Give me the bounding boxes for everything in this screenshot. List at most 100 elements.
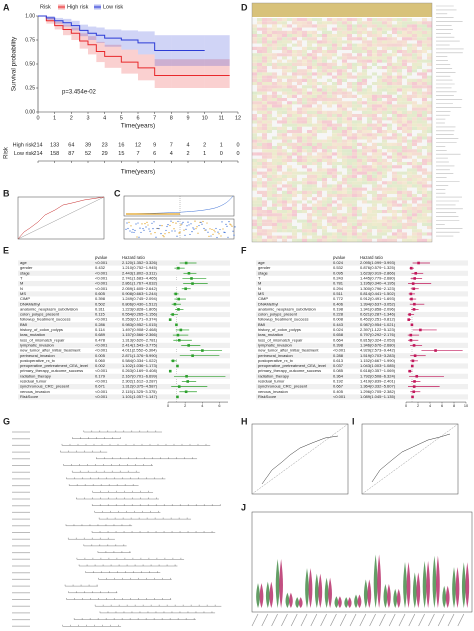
heatmap-cell	[282, 114, 287, 118]
heatmap-cell	[347, 59, 352, 63]
hazard-ratio-label: 1.101(1.057~1.147)	[122, 394, 158, 399]
risk-x-title: Time(years)	[121, 169, 155, 176]
heatmap-cell	[347, 203, 352, 207]
heatmap-cell	[307, 91, 312, 95]
heatmap-cell	[292, 174, 297, 178]
heatmap-cell	[257, 238, 262, 242]
heatmap-cell	[362, 174, 367, 178]
heatmap-cell	[402, 110, 407, 114]
heatmap-cell	[392, 203, 397, 207]
heatmap-cell	[257, 117, 262, 121]
heatmap-cell	[262, 62, 267, 66]
heatmap-cell	[287, 98, 292, 102]
heatmap-cell	[302, 75, 307, 79]
heatmap-cell	[427, 130, 432, 134]
heatmap-cell	[332, 98, 337, 102]
heatmap-cell	[402, 130, 407, 134]
heatmap-cell	[427, 232, 432, 236]
x-tick-label: 0	[405, 404, 407, 408]
heatmap-cell	[257, 120, 262, 124]
heatmap-cell	[412, 187, 417, 191]
heatmap-cell	[262, 203, 267, 207]
heatmap-cell	[422, 114, 427, 118]
heatmap-cell	[287, 130, 292, 134]
heatmap-cell	[307, 206, 312, 210]
risk-dot	[182, 221, 184, 223]
heatmap-cell	[252, 85, 257, 89]
heatmap-cell	[287, 53, 292, 57]
heatmap-cell	[282, 91, 287, 95]
heatmap-cell	[257, 56, 262, 60]
hazard-ratio-point	[186, 380, 190, 383]
heatmap-cell	[252, 110, 257, 114]
heatmap-cell	[417, 213, 422, 217]
heatmap-cell	[372, 24, 377, 28]
heatmap-cell	[407, 37, 412, 41]
heatmap-cell	[267, 75, 272, 79]
heatmap-cell	[262, 88, 267, 92]
heatmap-cell	[252, 50, 257, 54]
heatmap-cell	[422, 174, 427, 178]
heatmap-cell	[342, 40, 347, 44]
hazard-ratio-point	[185, 375, 188, 378]
heatmap-cell	[382, 75, 387, 79]
heatmap-cell	[272, 50, 277, 54]
risk-dot	[131, 231, 133, 233]
heatmap-cell	[347, 91, 352, 95]
heatmap-cell	[427, 104, 432, 108]
heatmap-cell	[312, 133, 317, 137]
heatmap-cell	[272, 82, 277, 86]
heatmap-cell	[257, 18, 262, 22]
risk-count: 16	[118, 142, 124, 148]
heatmap-cell	[277, 206, 282, 210]
heatmap-cell	[397, 62, 402, 66]
heatmap-cell	[357, 66, 362, 70]
x-tick-label: 3	[86, 115, 89, 121]
heatmap-cell	[282, 206, 287, 210]
violin	[432, 555, 437, 608]
heatmap-cell	[287, 43, 292, 47]
heatmap-cell	[427, 126, 432, 130]
heatmap-cell	[307, 226, 312, 230]
violin-label	[398, 613, 406, 627]
risk-dot	[175, 222, 177, 224]
heatmap-cell	[322, 101, 327, 105]
risk-dot	[180, 224, 182, 226]
heatmap-cell	[257, 46, 262, 50]
row-label: venous_invasion	[258, 389, 288, 394]
heatmap-cell	[417, 24, 422, 28]
heatmap-cell	[277, 200, 282, 204]
heatmap-cell	[272, 43, 277, 47]
heatmap-cell	[347, 62, 352, 66]
heatmap-cell	[262, 110, 267, 114]
hazard-ratio-label: 0.452(0.251~0.812)	[360, 317, 396, 322]
heatmap-cell	[402, 178, 407, 182]
hazard-ratio-point	[408, 369, 412, 373]
hazard-ratio-point	[187, 272, 191, 275]
heatmap-cell	[387, 117, 392, 121]
heatmap-cell	[362, 21, 367, 25]
heatmap-cell	[407, 85, 412, 89]
heatmap-cell	[282, 88, 287, 92]
hazard-ratio-label: 2.741(1.683~4.465)	[122, 276, 158, 281]
heatmap-cell	[312, 62, 317, 66]
violin	[269, 581, 274, 608]
heatmap-cell	[372, 66, 377, 70]
heatmap-cell	[317, 213, 322, 217]
heatmap-cell	[262, 133, 267, 137]
heatmap-cell	[297, 104, 302, 108]
heatmap-cell	[332, 210, 337, 214]
heatmap-cell	[377, 126, 382, 130]
heatmap-cell	[307, 117, 312, 121]
heatmap-cell	[277, 213, 282, 217]
heatmap-cell	[277, 133, 282, 137]
heatmap-cell	[397, 200, 402, 204]
heatmap-cell	[282, 37, 287, 41]
heatmap-cell	[377, 184, 382, 188]
heatmap-cell	[422, 62, 427, 66]
heatmap-cell	[272, 85, 277, 89]
heatmap-cell	[367, 226, 372, 230]
heatmap-cell	[417, 219, 422, 223]
heatmap-cell	[287, 229, 292, 233]
heatmap-cell	[402, 133, 407, 137]
